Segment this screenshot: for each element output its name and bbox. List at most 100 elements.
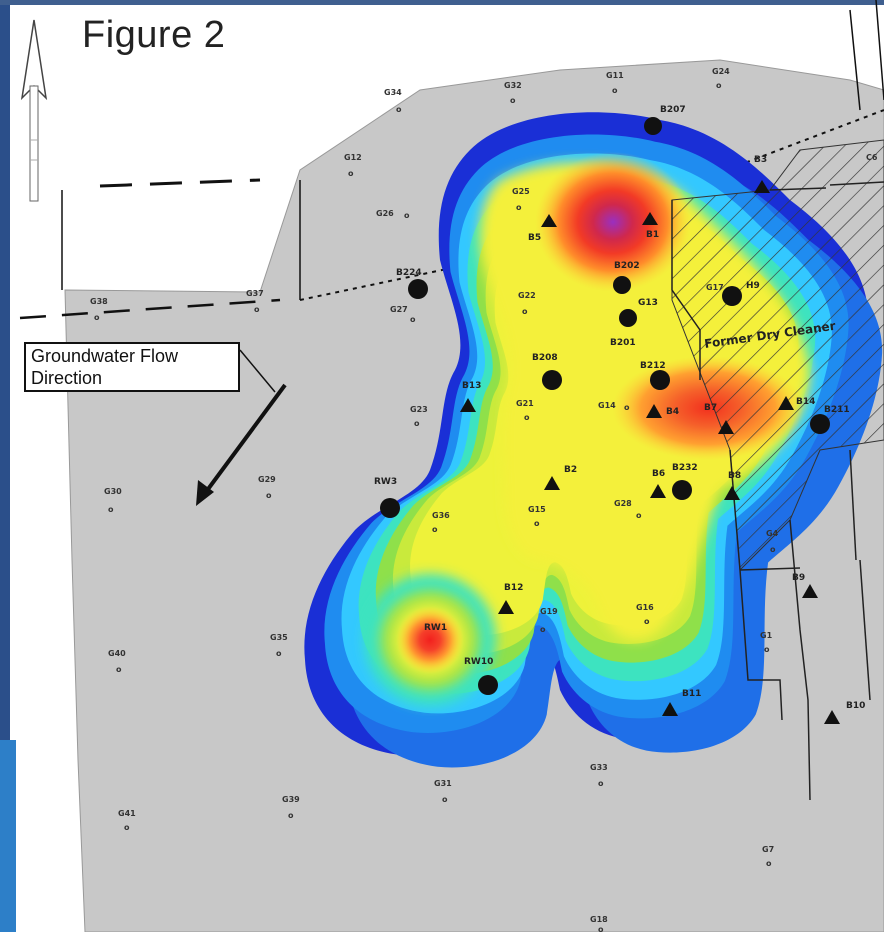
map-label: o	[770, 545, 776, 554]
map-label: o	[516, 203, 522, 212]
map-label: o	[522, 307, 528, 316]
map-label: G4	[766, 529, 779, 538]
map-label: o	[716, 81, 722, 90]
map-label: G22	[518, 291, 536, 300]
well-triangle-B11: B11	[662, 689, 701, 716]
map-label: B202	[614, 261, 640, 271]
map-label: B7	[704, 403, 717, 413]
map-label: o	[108, 505, 114, 514]
map-label: o	[442, 795, 448, 804]
point-G29: G29 o	[258, 475, 276, 500]
map-label: B208	[532, 353, 558, 363]
well-circle-B201: B201	[610, 338, 636, 348]
map-label: G30	[104, 487, 122, 496]
map-label: o	[94, 313, 100, 322]
property-lines	[19, 0, 884, 320]
point-C6: C6	[866, 153, 878, 162]
map-label: G34	[384, 88, 402, 97]
point-G34: G34 o	[384, 88, 402, 114]
well-triangle-B13: B13	[460, 381, 481, 412]
map-label: B13	[462, 381, 481, 391]
point-G40: G40 o	[108, 649, 126, 674]
north-arrow-icon	[20, 19, 48, 202]
map-label: H9	[746, 281, 760, 291]
point-G16: G16 o	[636, 603, 654, 626]
map-label: B10	[846, 701, 865, 711]
well-triangle-B4: B4	[646, 404, 679, 418]
map-label: G12	[344, 153, 362, 162]
map-label: G39	[282, 795, 300, 804]
point-G22: G22 o	[518, 291, 536, 316]
map-label: o	[598, 925, 604, 932]
map-label: C6	[866, 153, 878, 162]
map-label: o	[534, 519, 540, 528]
well-triangle-B7: B7	[704, 403, 734, 434]
point-G41: G41 o	[118, 809, 136, 832]
point-G35: G35 o	[270, 633, 288, 658]
frame-top-strip	[0, 0, 884, 5]
map-label: o	[432, 525, 438, 534]
map-label: B14	[796, 397, 815, 407]
map-label: o	[636, 511, 642, 520]
point-G37: G37 o	[246, 289, 264, 314]
map-label: B224	[396, 268, 422, 278]
well-triangle-B6: B6	[650, 469, 666, 498]
well-triangle-B10: B10	[824, 701, 865, 724]
map-label: o	[410, 315, 416, 324]
point-G24: G24 o	[712, 67, 730, 90]
map-label: RW10	[464, 657, 493, 667]
map-label: G41	[118, 809, 136, 818]
point-G23: G23 o	[410, 405, 428, 428]
map-label: o	[254, 305, 260, 314]
point-G28: G28 o	[614, 499, 642, 520]
point-G30: G30 o	[104, 487, 122, 514]
flow-label-line-2: Direction	[31, 368, 103, 388]
point-G19: G19 o	[540, 607, 558, 634]
point-G39: G39 o	[282, 795, 300, 820]
map-label: B4	[666, 407, 679, 417]
map-label: G25	[512, 187, 530, 196]
page-title: Figure 2	[82, 14, 226, 56]
point-G25: G25 o	[512, 187, 530, 212]
point-G11: G11 o	[606, 71, 624, 95]
map-label: B1	[646, 230, 659, 240]
map-label: o	[396, 105, 402, 114]
map-label: G17	[706, 283, 724, 292]
frame-corner-blue	[0, 740, 16, 932]
map-label: B201	[610, 338, 636, 348]
map-label: B5	[528, 233, 541, 243]
point-G4: G4 o	[766, 529, 779, 554]
map-label: G37	[246, 289, 264, 298]
map-label: B11	[682, 689, 701, 699]
point-G7: G7 o	[762, 845, 774, 868]
map-label: G18	[590, 915, 608, 924]
well-triangle-B12: B12	[498, 583, 523, 614]
well-triangle-B9: B9	[792, 573, 818, 598]
map-label: o	[266, 491, 272, 500]
map-label: G7	[762, 845, 774, 854]
map-label: G14	[598, 401, 616, 410]
point-G36: G36 o	[432, 511, 450, 534]
well-circle-RW1: RW1	[424, 623, 447, 633]
well-circle-B232: B232	[672, 463, 698, 500]
point-G1: G1 o	[760, 631, 773, 654]
building-outlines	[671, 181, 884, 801]
well-triangle-B1: B1	[642, 212, 659, 240]
point-G21: G21 o	[516, 399, 534, 422]
map-label: o	[524, 413, 530, 422]
well-triangle-B3: B3	[754, 155, 770, 193]
map-label: G32	[504, 81, 522, 90]
well-circle-B202: B202	[613, 261, 640, 294]
map-label: B6	[652, 469, 665, 479]
flow-label-line-1: Groundwater Flow	[31, 346, 179, 366]
well-circle-B207: B207	[644, 105, 686, 135]
map-label: G1	[760, 631, 773, 640]
map-label: G21	[516, 399, 534, 408]
well-circle-RW10: RW10	[464, 657, 498, 695]
map-label: G24	[712, 67, 730, 76]
map-label: o	[404, 211, 410, 220]
map-label: B211	[824, 405, 850, 415]
map-label: o	[510, 96, 516, 105]
